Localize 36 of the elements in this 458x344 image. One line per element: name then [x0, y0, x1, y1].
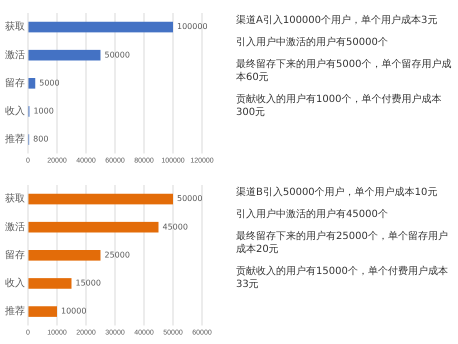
- y-tick-label: 留存: [5, 248, 25, 261]
- bar: [28, 22, 173, 32]
- y-tick-label: 获取: [5, 192, 25, 205]
- text: 引入用户中激活的用户有45000个: [236, 208, 389, 221]
- bar: [28, 306, 57, 317]
- text: 渠道B引入50000个用户，单个用户成本10元: [236, 186, 438, 199]
- data-label: 1000: [33, 106, 54, 116]
- y-tick-label: 获取: [5, 20, 25, 33]
- y-tick-label: 留存: [5, 76, 25, 89]
- data-label: 25000: [104, 250, 130, 260]
- data-label: 10000: [61, 306, 86, 316]
- y-tick-label: 推荐: [5, 133, 25, 146]
- y-tick-label: 激活: [5, 220, 25, 233]
- bar: [28, 78, 36, 89]
- y-tick-label: 推荐: [5, 305, 25, 318]
- bar: [28, 278, 72, 289]
- y-tick-label: 收入: [5, 277, 25, 290]
- text: 最终留存下来的用户有25000个，单个留存用户成本20元: [236, 230, 449, 256]
- data-label: 800: [33, 134, 48, 144]
- data-label: 5000: [39, 78, 60, 88]
- data-label: 50000: [177, 194, 202, 204]
- bar: [28, 250, 100, 261]
- data-label: 45000: [162, 222, 188, 232]
- text: 渠道A引入100000个用户，单个用户成本3元: [236, 14, 438, 27]
- y-tick-label: 收入: [5, 105, 25, 118]
- text: 贡献收入的用户有1000个，单个付费用户成本300元: [236, 93, 442, 119]
- text: 最终留存下来的用户有5000个，单个留存用户成本60元: [236, 58, 452, 84]
- data-label: 15000: [76, 278, 101, 288]
- text: 贡献收入的用户有15000个，单个付费用户成本33元: [236, 265, 449, 291]
- bar: [28, 194, 173, 204]
- bar: [28, 50, 100, 60]
- data-label: 100000: [177, 22, 208, 32]
- text: 引入用户中激活的用户有50000个: [236, 36, 389, 49]
- y-tick-label: 激活: [5, 48, 25, 61]
- data-label: 50000: [104, 50, 130, 60]
- bar: [28, 222, 158, 232]
